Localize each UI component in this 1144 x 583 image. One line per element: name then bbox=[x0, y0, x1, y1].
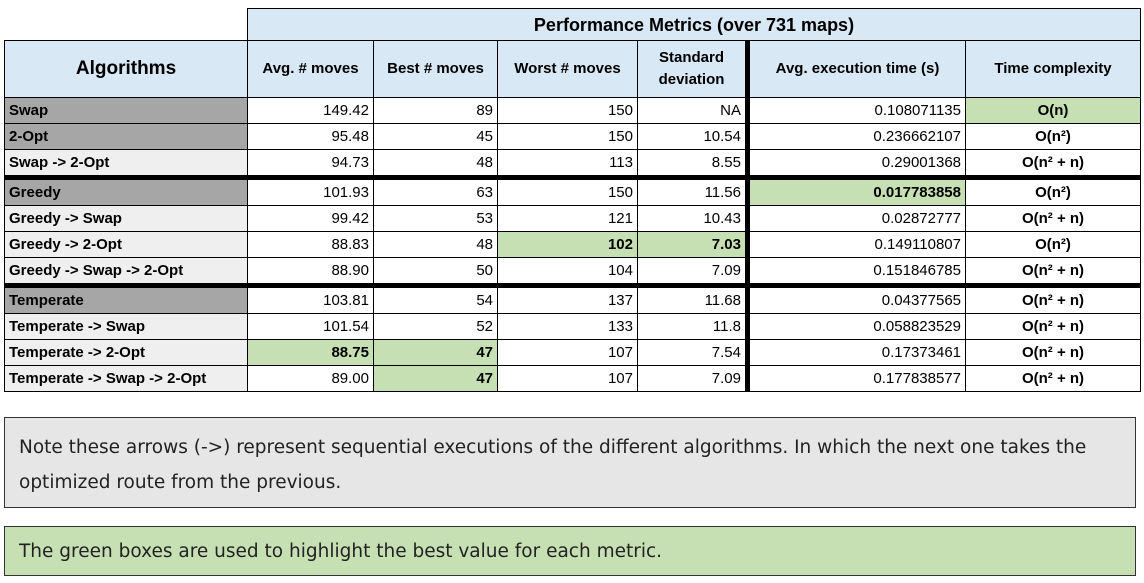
algorithm-name: Greedy -> Swap -> 2-Opt bbox=[4, 257, 248, 286]
table-row: Greedy -> 2-Opt 88.83 48 102 7.03 0.1491… bbox=[4, 231, 1141, 258]
algorithm-name: Swap bbox=[4, 97, 248, 124]
best-moves-cell: 54 bbox=[373, 283, 498, 314]
worst-moves-cell: 113 bbox=[497, 149, 638, 178]
worst-moves-cell: 137 bbox=[497, 283, 638, 314]
avg-moves-cell: 149.42 bbox=[247, 97, 374, 124]
worst-moves-cell: 107 bbox=[497, 339, 638, 366]
algorithm-name: Temperate bbox=[4, 283, 248, 314]
std-cell: 8.55 bbox=[637, 149, 750, 178]
table-row: Swap 149.42 89 150 NA 0.108071135 O(n) bbox=[4, 97, 1141, 124]
complexity-cell: O(n) bbox=[965, 97, 1141, 124]
sequence-note: Note these arrows (->) represent sequent… bbox=[4, 417, 1136, 508]
worst-moves-cell: 102 bbox=[497, 231, 638, 258]
algorithm-name: 2-Opt bbox=[4, 123, 248, 150]
table-row: Temperate -> Swap 101.54 52 133 11.8 0.0… bbox=[4, 313, 1141, 340]
avg-time-header: Avg. execution time (s) bbox=[747, 40, 966, 98]
worst-moves-cell: 150 bbox=[497, 175, 638, 206]
performance-metrics-table: Performance Metrics (over 731 maps) Algo… bbox=[4, 8, 1141, 392]
avg-moves-cell: 103.81 bbox=[247, 283, 374, 314]
complexity-cell: O(n² + n) bbox=[965, 283, 1141, 314]
table-row: Greedy 101.93 63 150 11.56 0.017783858 O… bbox=[4, 175, 1141, 206]
avg-moves-cell: 95.48 bbox=[247, 123, 374, 150]
avg-moves-header: Avg. # moves bbox=[247, 40, 374, 98]
algorithm-name: Greedy -> 2-Opt bbox=[4, 231, 248, 258]
best-moves-header: Best # moves bbox=[373, 40, 498, 98]
worst-moves-cell: 150 bbox=[497, 97, 638, 124]
table-row: Temperate 103.81 54 137 11.68 0.04377565… bbox=[4, 283, 1141, 314]
std-cell: NA bbox=[637, 97, 750, 124]
avg-moves-cell: 88.83 bbox=[247, 231, 374, 258]
avg-moves-cell: 88.75 bbox=[247, 339, 374, 366]
best-moves-cell: 48 bbox=[373, 149, 498, 178]
complexity-cell: O(n² + n) bbox=[965, 257, 1141, 286]
best-moves-cell: 52 bbox=[373, 313, 498, 340]
std-cell: 7.09 bbox=[637, 365, 750, 392]
best-moves-cell: 63 bbox=[373, 175, 498, 206]
complexity-cell: O(n²) bbox=[965, 123, 1141, 150]
best-moves-cell: 47 bbox=[373, 339, 498, 366]
time-cell: 0.177838577 bbox=[747, 365, 966, 392]
table-row: Temperate -> Swap -> 2-Opt 89.00 47 107 … bbox=[4, 365, 1141, 392]
metrics-super-header: Performance Metrics (over 731 maps) bbox=[247, 8, 1141, 41]
time-cell: 0.108071135 bbox=[747, 97, 966, 124]
time-cell: 0.236662107 bbox=[747, 123, 966, 150]
time-cell: 0.058823529 bbox=[747, 313, 966, 340]
worst-moves-cell: 150 bbox=[497, 123, 638, 150]
algorithm-name: Temperate -> Swap bbox=[4, 313, 248, 340]
complexity-cell: O(n²) bbox=[965, 175, 1141, 206]
complexity-cell: O(n²) bbox=[965, 231, 1141, 258]
worst-moves-header: Worst # moves bbox=[497, 40, 638, 98]
best-moves-cell: 45 bbox=[373, 123, 498, 150]
best-moves-cell: 48 bbox=[373, 231, 498, 258]
table-row: Greedy -> Swap -> 2-Opt 88.90 50 104 7.0… bbox=[4, 257, 1141, 286]
avg-moves-cell: 94.73 bbox=[247, 149, 374, 178]
table-row: 2-Opt 95.48 45 150 10.54 0.236662107 O(n… bbox=[4, 123, 1141, 150]
best-moves-cell: 89 bbox=[373, 97, 498, 124]
complexity-cell: O(n² + n) bbox=[965, 205, 1141, 232]
time-cell: 0.04377565 bbox=[747, 283, 966, 314]
time-cell: 0.151846785 bbox=[747, 257, 966, 286]
std-cell: 10.54 bbox=[637, 123, 750, 150]
avg-moves-cell: 88.90 bbox=[247, 257, 374, 286]
worst-moves-cell: 133 bbox=[497, 313, 638, 340]
std-cell: 11.8 bbox=[637, 313, 750, 340]
complexity-cell: O(n² + n) bbox=[965, 365, 1141, 392]
worst-moves-cell: 104 bbox=[497, 257, 638, 286]
complexity-cell: O(n² + n) bbox=[965, 339, 1141, 366]
std-cell: 11.56 bbox=[637, 175, 750, 206]
time-cell: 0.29001368 bbox=[747, 149, 966, 178]
algorithm-name: Greedy -> Swap bbox=[4, 205, 248, 232]
std-cell: 7.03 bbox=[637, 231, 750, 258]
complexity-cell: O(n² + n) bbox=[965, 313, 1141, 340]
best-moves-cell: 50 bbox=[373, 257, 498, 286]
avg-moves-cell: 99.42 bbox=[247, 205, 374, 232]
std-cell: 10.43 bbox=[637, 205, 750, 232]
complexity-cell: O(n² + n) bbox=[965, 149, 1141, 178]
time-cell: 0.17373461 bbox=[747, 339, 966, 366]
std-cell: 11.68 bbox=[637, 283, 750, 314]
std-deviation-header: Standard deviation bbox=[637, 40, 750, 98]
time-cell: 0.02872777 bbox=[747, 205, 966, 232]
worst-moves-cell: 121 bbox=[497, 205, 638, 232]
worst-moves-cell: 107 bbox=[497, 365, 638, 392]
best-moves-cell: 53 bbox=[373, 205, 498, 232]
table-row: Swap -> 2-Opt 94.73 48 113 8.55 0.290013… bbox=[4, 149, 1141, 178]
algorithm-name: Swap -> 2-Opt bbox=[4, 149, 248, 178]
avg-moves-cell: 101.54 bbox=[247, 313, 374, 340]
best-moves-cell: 47 bbox=[373, 365, 498, 392]
table-row: Temperate -> 2-Opt 88.75 47 107 7.54 0.1… bbox=[4, 339, 1141, 366]
complexity-header: Time complexity bbox=[965, 40, 1141, 98]
std-cell: 7.54 bbox=[637, 339, 750, 366]
algorithm-name: Greedy bbox=[4, 175, 248, 206]
algorithm-name: Temperate -> 2-Opt bbox=[4, 339, 248, 366]
avg-moves-cell: 101.93 bbox=[247, 175, 374, 206]
time-cell: 0.017783858 bbox=[747, 175, 966, 206]
algorithms-header: Algorithms bbox=[4, 40, 248, 98]
green-highlight-note: The green boxes are used to highlight th… bbox=[4, 526, 1136, 576]
avg-moves-cell: 89.00 bbox=[247, 365, 374, 392]
time-cell: 0.149110807 bbox=[747, 231, 966, 258]
std-cell: 7.09 bbox=[637, 257, 750, 286]
table-row: Greedy -> Swap 99.42 53 121 10.43 0.0287… bbox=[4, 205, 1141, 232]
algorithm-name: Temperate -> Swap -> 2-Opt bbox=[4, 365, 248, 392]
